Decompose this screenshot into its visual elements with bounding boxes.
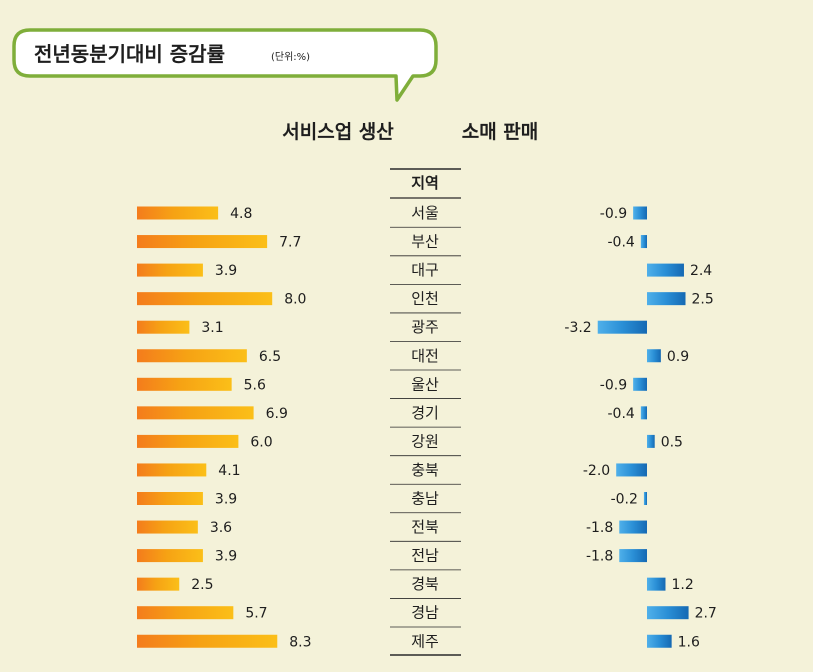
retail-value-label: 1.2 (671, 577, 693, 593)
region-label: 전남 (411, 547, 439, 565)
retail-bar (647, 434, 655, 448)
retail-value-label: -0.4 (608, 235, 635, 251)
retail-bar (640, 406, 647, 420)
region-label: 대구 (411, 261, 439, 279)
series-title-retail: 소매 판매 (462, 121, 539, 143)
service-bar (137, 492, 203, 505)
service-value-label: 8.0 (284, 292, 306, 308)
service-bar (137, 206, 219, 220)
region-label: 울산 (411, 375, 439, 393)
service-value-label: 7.7 (279, 235, 301, 251)
service-bar (137, 292, 273, 306)
region-label: 충북 (411, 461, 439, 479)
retail-value-label: 2.7 (695, 606, 717, 622)
retail-value-label: 2.4 (690, 263, 712, 279)
service-value-label: 6.9 (266, 406, 288, 422)
unit-label: (단위:%) (271, 50, 310, 63)
service-bar (137, 377, 232, 391)
region-label: 광주 (411, 318, 439, 336)
retail-bar (647, 606, 689, 620)
retail-value-label: -0.9 (600, 377, 627, 393)
service-value-label: 3.9 (215, 492, 237, 508)
service-bar (137, 320, 190, 334)
retail-bar (633, 206, 647, 220)
region-label: 경남 (411, 604, 439, 622)
service-value-label: 3.6 (210, 520, 232, 536)
service-bar (137, 349, 247, 363)
service-value-label: 3.9 (215, 549, 237, 565)
title-bubble (12, 28, 438, 102)
service-bar (137, 520, 198, 534)
service-bar (137, 235, 268, 249)
region-column-header: 지역 (411, 174, 439, 192)
service-value-label: 4.8 (230, 206, 252, 222)
region-label: 전북 (411, 518, 439, 536)
retail-bar (643, 492, 647, 505)
service-value-label: 5.7 (245, 606, 267, 622)
service-value-label: 6.5 (259, 349, 281, 365)
retail-value-label: 2.5 (692, 292, 714, 308)
service-value-label: 3.9 (215, 263, 237, 279)
region-label: 충남 (411, 490, 439, 508)
region-label: 서울 (411, 204, 439, 222)
service-value-label: 3.1 (201, 320, 223, 336)
service-bar (137, 634, 278, 648)
service-bar (137, 434, 239, 448)
retail-bar (616, 463, 647, 477)
retail-bar (597, 320, 647, 334)
service-value-label: 8.3 (289, 634, 311, 650)
service-bar (137, 406, 254, 420)
retail-value-label: -0.4 (608, 406, 635, 422)
retail-value-label: 1.6 (678, 634, 700, 650)
retail-bar (647, 292, 686, 306)
retail-value-label: -0.2 (611, 492, 638, 508)
service-bar (137, 463, 207, 477)
service-value-label: 6.0 (250, 434, 272, 450)
service-value-label: 2.5 (191, 577, 213, 593)
region-label: 부산 (411, 233, 439, 251)
service-bar (137, 263, 203, 277)
service-bar (137, 606, 234, 620)
retail-value-label: 0.5 (661, 434, 683, 450)
service-value-label: 5.6 (244, 377, 266, 393)
retail-bar (647, 263, 684, 277)
retail-value-label: -1.8 (586, 520, 613, 536)
retail-value-label: -0.9 (600, 206, 627, 222)
retail-bar (640, 235, 647, 249)
retail-bar (633, 377, 647, 391)
retail-bar (619, 520, 647, 534)
retail-bar (647, 349, 661, 363)
service-bar (137, 549, 203, 563)
service-value-label: 4.1 (218, 463, 240, 479)
chart-title: 전년동분기대비 증감률 (34, 42, 225, 66)
region-label: 제주 (411, 632, 439, 650)
region-label: 강원 (411, 432, 439, 450)
retail-value-label: -3.2 (564, 320, 591, 336)
service-bar (137, 577, 180, 591)
retail-bar (619, 549, 647, 563)
retail-value-label: -2.0 (583, 463, 610, 479)
retail-bar (647, 577, 666, 591)
series-title-service: 서비스업 생산 (282, 121, 394, 143)
region-label: 경북 (411, 575, 439, 593)
retail-value-label: -1.8 (586, 549, 613, 565)
region-label: 대전 (411, 347, 439, 365)
retail-bar (647, 634, 672, 648)
region-label: 인천 (411, 290, 439, 308)
retail-value-label: 0.9 (667, 349, 689, 365)
region-label: 경기 (411, 404, 439, 422)
